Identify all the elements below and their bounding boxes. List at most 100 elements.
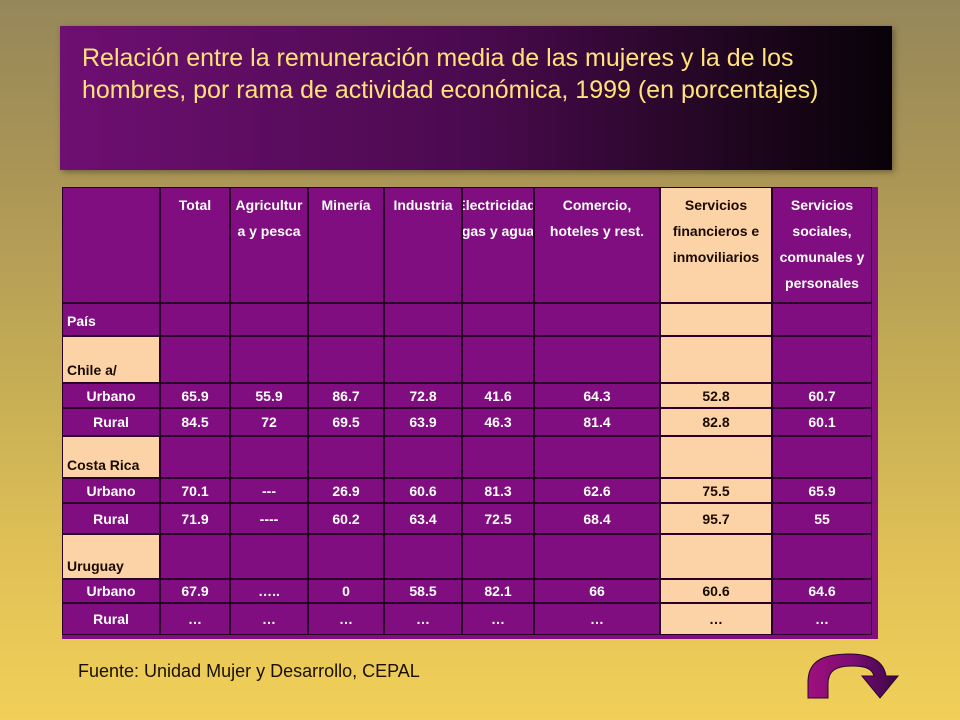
title-banner: Relación entre la remuneración media de … <box>60 26 892 170</box>
table-cell: 26.9 <box>308 478 384 503</box>
table-cell: 60.2 <box>308 503 384 534</box>
table-cell: 70.1 <box>160 478 230 503</box>
table-cell <box>230 303 308 336</box>
table-cell <box>462 436 534 478</box>
table-cell: 68.4 <box>534 503 660 534</box>
country-label: Uruguay <box>62 534 160 579</box>
table-cell <box>660 436 772 478</box>
table-cell: 72.5 <box>462 503 534 534</box>
row-header-pais: País <box>62 303 160 336</box>
table-cell: 71.9 <box>160 503 230 534</box>
column-header: Industria <box>384 187 462 303</box>
table-cell: 63.9 <box>384 408 462 436</box>
table-cell <box>660 303 772 336</box>
table-cell: … <box>462 603 534 635</box>
table-cell: 84.5 <box>160 408 230 436</box>
table-cell <box>384 336 462 383</box>
table-cell: 65.9 <box>772 478 872 503</box>
table-cell: 65.9 <box>160 383 230 408</box>
table-cell: ….. <box>230 579 308 603</box>
table-cell: … <box>772 603 872 635</box>
table-cell <box>308 436 384 478</box>
column-header: Servicios sociales, comunales y personal… <box>772 187 872 303</box>
table-cell: 60.1 <box>772 408 872 436</box>
source-note: Fuente: Unidad Mujer y Desarrollo, CEPAL <box>78 661 420 681</box>
area-label: Urbano <box>62 478 160 503</box>
table-cell <box>384 534 462 579</box>
table-cell <box>160 303 230 336</box>
table-cell <box>534 436 660 478</box>
table-cell <box>462 534 534 579</box>
table-cell <box>308 336 384 383</box>
table-cell <box>534 303 660 336</box>
table-cell: … <box>308 603 384 635</box>
table-cell <box>534 336 660 383</box>
table-cell <box>660 534 772 579</box>
table-cell: 55.9 <box>230 383 308 408</box>
column-header: Agricultur a y pesca <box>230 187 308 303</box>
table-cell <box>230 336 308 383</box>
table-cell <box>660 336 772 383</box>
area-label: Rural <box>62 408 160 436</box>
table-cell: 41.6 <box>462 383 534 408</box>
table-cell <box>230 534 308 579</box>
table-cell: 75.5 <box>660 478 772 503</box>
table-cell: 67.9 <box>160 579 230 603</box>
table-cell <box>772 534 872 579</box>
area-label: Urbano <box>62 383 160 408</box>
table-cell: 86.7 <box>308 383 384 408</box>
table-cell <box>384 436 462 478</box>
table-cell <box>772 336 872 383</box>
column-header: Electricidad, gas y agua <box>462 187 534 303</box>
table-cell: ---- <box>230 503 308 534</box>
table-cell: 46.3 <box>462 408 534 436</box>
table-cell: 72 <box>230 408 308 436</box>
table-cell <box>308 534 384 579</box>
table-cell: … <box>534 603 660 635</box>
country-label: Costa Rica <box>62 436 160 478</box>
table-cell: … <box>660 603 772 635</box>
table-cell <box>160 534 230 579</box>
table-cell: 69.5 <box>308 408 384 436</box>
table-cell <box>384 303 462 336</box>
table-cell: 66 <box>534 579 660 603</box>
table-cell <box>230 436 308 478</box>
table-cell: 55 <box>772 503 872 534</box>
table-cell <box>772 436 872 478</box>
table-cell: 60.6 <box>384 478 462 503</box>
column-header: Total <box>160 187 230 303</box>
table-cell: 63.4 <box>384 503 462 534</box>
table-cell: 64.6 <box>772 579 872 603</box>
country-label: Chile a/ <box>62 336 160 383</box>
area-label: Rural <box>62 603 160 635</box>
table-cell: 0 <box>308 579 384 603</box>
table-cell: 62.6 <box>534 478 660 503</box>
table-corner <box>62 187 160 303</box>
table-cell <box>462 303 534 336</box>
table-cell: 82.1 <box>462 579 534 603</box>
table-cell <box>308 303 384 336</box>
table-cell: 64.3 <box>534 383 660 408</box>
slide-title: Relación entre la remuneración media de … <box>82 44 819 104</box>
table-cell: … <box>230 603 308 635</box>
table-cell: --- <box>230 478 308 503</box>
area-label: Urbano <box>62 579 160 603</box>
data-table: Total Agricultur a y pesca Minería Industri… <box>62 187 878 639</box>
table-cell: 52.8 <box>660 383 772 408</box>
table-cell: 58.5 <box>384 579 462 603</box>
column-header: Minería <box>308 187 384 303</box>
table-cell: 82.8 <box>660 408 772 436</box>
column-header: Servicios financieros e inmoviliarios <box>660 187 772 303</box>
table-cell <box>534 534 660 579</box>
curved-arrow-icon[interactable] <box>806 652 904 700</box>
table-cell <box>772 303 872 336</box>
table-cell: … <box>384 603 462 635</box>
table-cell: 95.7 <box>660 503 772 534</box>
column-header: Comercio, hoteles y rest. <box>534 187 660 303</box>
area-label: Rural <box>62 503 160 534</box>
table-cell: 60.6 <box>660 579 772 603</box>
table-cell <box>160 436 230 478</box>
table-cell: 81.4 <box>534 408 660 436</box>
table-cell <box>462 336 534 383</box>
table-cell <box>160 336 230 383</box>
